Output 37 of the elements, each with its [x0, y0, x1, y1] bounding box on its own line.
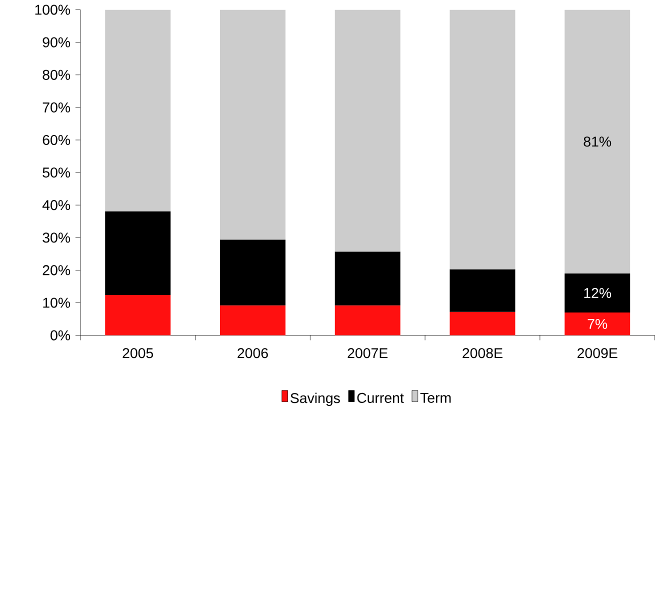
y-tick-label: 60%	[42, 134, 70, 145]
y-tick-label: 10%	[43, 298, 70, 308]
y-tick-label: 30%	[42, 232, 70, 243]
bar	[450, 10, 516, 270]
data-label: 81%	[584, 136, 612, 147]
bar	[564, 273, 630, 312]
y-tick-label: 20%	[42, 265, 70, 276]
bar	[105, 211, 171, 295]
bar	[105, 294, 171, 336]
legend-label: Term	[420, 392, 451, 403]
bar	[450, 269, 516, 312]
x-tick-label: 2008E	[462, 348, 502, 358]
bar	[450, 312, 516, 336]
y-tick-label: 0%	[50, 330, 70, 340]
bar	[564, 312, 630, 336]
y-tick-label: 70%	[42, 102, 70, 112]
bar	[564, 10, 630, 274]
data-label: 7%	[588, 318, 608, 329]
bar	[334, 252, 400, 306]
legend-label: Savings	[290, 392, 340, 406]
bar	[334, 305, 400, 336]
y-tick-label: 100%	[35, 4, 70, 15]
bar	[220, 239, 286, 306]
data-label: 12%	[584, 288, 612, 298]
y-tick-label: 40%	[42, 200, 70, 210]
x-tick-label: 2005	[122, 348, 154, 358]
x-tick-label: 2007E	[348, 348, 388, 358]
bar	[220, 10, 286, 240]
bar	[334, 10, 400, 252]
legend-label: Current	[357, 392, 404, 403]
y-tick-label: 80%	[42, 70, 70, 80]
y-tick-label: 90%	[42, 37, 70, 48]
y-tick-label: 50%	[42, 167, 70, 178]
x-tick-label: 2006	[238, 348, 268, 358]
x-tick-label: 2009E	[578, 348, 618, 358]
bar	[105, 10, 171, 212]
bar	[220, 305, 286, 336]
